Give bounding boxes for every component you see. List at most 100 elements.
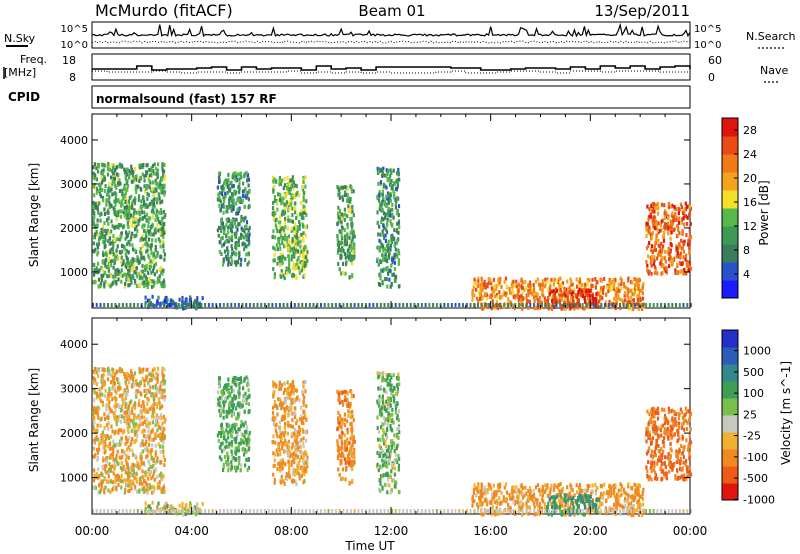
power-echo-cell — [620, 278, 623, 283]
power-echo-cell — [337, 215, 340, 220]
power-echo-cell — [123, 205, 126, 210]
velocity-echo-cell — [272, 434, 275, 439]
power-echo-cell — [137, 222, 140, 227]
velocity-echo-cell — [148, 504, 151, 509]
power-ground-cell — [387, 303, 390, 307]
power-echo-cell — [125, 255, 128, 260]
power-echo-cell — [517, 298, 520, 303]
power-echo-cell — [558, 294, 561, 299]
power-echo-cell — [665, 266, 668, 271]
power-ground-cell — [477, 303, 479, 307]
power-echo-cell — [139, 246, 142, 251]
velocity-echo-cell — [279, 432, 282, 437]
velocity-echo-cell — [231, 423, 234, 428]
power-echo-cell — [125, 197, 128, 202]
velocity-echo-cell — [220, 457, 223, 462]
velocity-echo-cell — [111, 452, 115, 457]
power-echo-cell — [390, 263, 393, 268]
velocity-echo-cell — [349, 415, 352, 420]
velocity-echo-cell — [135, 415, 138, 420]
power-echo-cell — [591, 277, 594, 282]
power-echo-cell — [107, 211, 110, 215]
velocity-echo-cell — [240, 403, 243, 408]
velocity-echo-cell — [143, 479, 146, 484]
velocity-echo-cell — [117, 418, 120, 423]
power-echo-cell — [141, 244, 144, 248]
velocity-echo-cell — [281, 414, 284, 419]
power-echo-cell — [512, 294, 515, 299]
power-ground-cell — [125, 303, 128, 307]
power-echo-cell — [225, 257, 228, 262]
power-echo-cell — [553, 277, 556, 282]
power-echo-cell — [641, 291, 644, 296]
power-echo-cell — [471, 293, 474, 298]
power-echo-cell — [383, 200, 386, 205]
velocity-echo-cell — [243, 447, 247, 452]
power-echo-cell — [633, 277, 636, 281]
power-echo-cell — [120, 209, 123, 214]
power-echo-cell — [127, 250, 130, 255]
power-echo-cell — [286, 226, 290, 231]
velocity-echo-cell — [102, 458, 105, 463]
velocity-echo-cell — [293, 411, 296, 416]
power-echo-cell — [119, 214, 122, 219]
power-echo-cell — [282, 196, 285, 201]
power-echo-cell — [126, 184, 130, 188]
velocity-echo-cell — [281, 458, 284, 463]
velocity-echo-cell — [231, 457, 234, 462]
power-ground-cell — [622, 303, 625, 307]
power-echo-cell — [283, 276, 286, 281]
power-echo-cell — [231, 247, 234, 252]
velocity-echo-cell — [117, 385, 120, 390]
power-echo-cell — [533, 298, 536, 303]
power-echo-cell — [296, 225, 299, 229]
velocity-echo-cell — [124, 452, 127, 457]
power-ground-cell — [245, 303, 248, 307]
power-echo-cell — [591, 293, 594, 298]
power-echo-cell — [124, 236, 127, 241]
power-echo-cell — [541, 279, 544, 284]
power-echo-cell — [299, 244, 302, 249]
power-echo-cell — [198, 303, 201, 308]
power-echo-cell — [561, 306, 564, 311]
power-echo-cell — [103, 207, 106, 212]
velocity-echo-cell — [113, 465, 116, 470]
velocity-echo-cell — [235, 429, 238, 434]
velocity-echo-cell — [143, 415, 146, 420]
power-echo-cell — [550, 277, 553, 282]
power-ground-cell — [338, 303, 341, 307]
power-echo-cell — [141, 217, 144, 222]
power-echo-cell — [239, 262, 242, 267]
power-echo-cell — [222, 210, 225, 215]
power-echo-cell — [396, 197, 399, 201]
power-echo-cell — [158, 239, 162, 244]
power-echo-cell — [385, 173, 388, 178]
velocity-echo-cell — [97, 369, 100, 374]
velocity-echo-cell — [146, 485, 149, 490]
velocity-echo-cell — [103, 445, 106, 450]
power-echo-cell — [595, 301, 598, 306]
power-echo-cell — [159, 180, 162, 185]
power-echo-cell — [103, 163, 106, 168]
power-echo-cell — [493, 294, 496, 299]
velocity-echo-cell — [92, 379, 95, 384]
power-echo-cell — [336, 242, 339, 247]
power-echo-cell — [96, 232, 99, 237]
power-echo-cell — [143, 214, 147, 219]
power-echo-cell — [613, 296, 616, 301]
velocity-echo-cell — [149, 507, 152, 511]
velocity-echo-cell — [129, 470, 132, 474]
power-echo-cell — [349, 205, 352, 210]
velocity-echo-cell — [114, 474, 117, 479]
power-echo-cell — [125, 216, 128, 221]
power-echo-cell — [126, 202, 130, 206]
power-ground-cell — [92, 303, 94, 307]
power-echo-cell — [388, 277, 391, 282]
velocity-echo-cell — [305, 438, 308, 443]
velocity-echo-cell — [290, 452, 293, 457]
velocity-echo-cell — [141, 400, 145, 405]
power-echo-cell — [379, 240, 382, 245]
velocity-echo-cell — [116, 415, 120, 420]
velocity-echo-cell — [101, 456, 105, 460]
power-ground-cell — [529, 303, 532, 307]
